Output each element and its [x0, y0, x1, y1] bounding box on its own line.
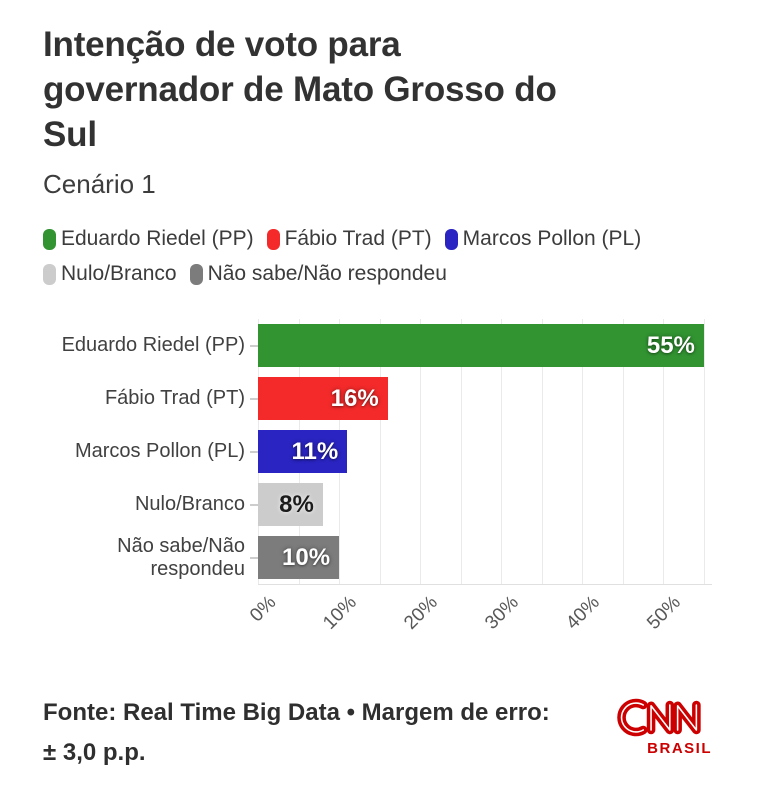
legend-item-label: Não sabe/Não respondeu	[207, 262, 447, 285]
legend-item: Não sabe/Não respondeu	[189, 262, 447, 286]
y-axis-labels: Eduardo Riedel (PP) Fábio Trad (PT) Marcos…	[43, 319, 258, 585]
y-tick-mark	[250, 556, 258, 559]
bar-row: 8%	[258, 478, 712, 531]
cnn-logo-icon	[617, 698, 701, 737]
legend-swatch-icon	[189, 263, 203, 285]
category-label: Não sabe/Não respondeu	[117, 535, 245, 581]
legend-item-label: Fábio Trad (PT)	[284, 227, 432, 250]
legend-item: Marcos Pollon (PL)	[444, 227, 642, 251]
footer: Fonte: Real Time Big Data • Margem de er…	[43, 693, 712, 773]
bar-row: 16%	[258, 372, 712, 425]
category-label-line: Nulo/Branco	[134, 493, 245, 515]
bar-value-label: 55%	[646, 331, 695, 359]
source-note-line: Fonte: Real Time Big Data • Margem de er…	[43, 699, 550, 726]
y-tick-mark	[250, 503, 258, 506]
bar-value-label: 10%	[282, 543, 331, 571]
category-label-line: Marcos Pollon (PL)	[74, 440, 245, 462]
category-label: Eduardo Riedel (PP)	[62, 334, 245, 357]
category-label-cell: Fábio Trad (PT)	[43, 372, 258, 425]
category-label-line: respondeu	[150, 557, 245, 580]
legend-swatch-icon	[444, 228, 458, 250]
gridline	[379, 319, 381, 584]
bar: 16%	[258, 377, 388, 420]
category-label-cell: Eduardo Riedel (PP)	[43, 319, 258, 372]
gridline	[501, 319, 503, 584]
x-tick-label: 40%	[562, 592, 605, 634]
chart-subtitle: Cenário 1	[43, 169, 156, 199]
gridline	[703, 319, 705, 584]
cnn-logo-region-label: BRASIL	[647, 740, 712, 757]
bar: 55%	[258, 324, 704, 367]
legend-item-label: Nulo/Branco	[61, 262, 177, 285]
legend: Eduardo Riedel (PP) Fábio Trad (PT) Marcos…	[43, 227, 712, 286]
source-note: Fonte: Real Time Big Data • Margem de er…	[43, 693, 550, 773]
category-label-cell: Não sabe/Não respondeu	[43, 531, 258, 584]
chart-title: Intenção de voto para governador de Mato…	[43, 22, 712, 157]
chart-card: Intenção de voto para governador de Mato…	[43, 22, 712, 773]
gridline	[541, 319, 543, 584]
x-tick-label: 20%	[400, 592, 442, 634]
cnn-brasil-logo: BRASIL	[612, 693, 712, 757]
legend-item: Fábio Trad (PT)	[266, 227, 432, 251]
bar-value-label: 8%	[279, 490, 314, 518]
category-label-line: Fábio Trad (PT)	[104, 387, 245, 409]
category-label: Fábio Trad (PT)	[105, 387, 245, 410]
category-label-line: Eduardo Riedel (PP)	[61, 334, 245, 356]
gridline	[420, 319, 422, 584]
x-tick-label: 10%	[319, 592, 361, 634]
gridline	[622, 319, 624, 584]
legend-swatch-icon	[266, 228, 280, 250]
x-tick-label: 30%	[481, 592, 524, 634]
gridline	[582, 319, 584, 584]
y-tick-mark	[250, 450, 258, 453]
bar: 11%	[258, 430, 348, 473]
bar-value-label: 16%	[330, 384, 379, 412]
category-label-cell: Nulo/Branco	[43, 478, 258, 531]
category-label-cell: Marcos Pollon (PL)	[43, 425, 258, 478]
x-tick-label: 50%	[643, 592, 686, 634]
legend-item-label: Marcos Pollon (PL)	[462, 227, 642, 250]
source-note-line: ± 3,0 p.p.	[43, 739, 146, 766]
y-tick-mark	[250, 397, 258, 400]
legend-swatch-icon	[43, 228, 56, 250]
legend-item: Nulo/Branco	[43, 262, 177, 286]
gridline	[460, 319, 462, 584]
bar-chart: Eduardo Riedel (PP) Fábio Trad (PT) Marcos…	[43, 319, 712, 585]
bar-row: 10%	[258, 531, 712, 584]
bar-row: 55%	[258, 319, 712, 372]
x-axis: 0% 10% 20% 30% 40% 50%	[43, 585, 712, 651]
category-label: Marcos Pollon (PL)	[75, 440, 245, 463]
chart-title-line: governador de Mato Grosso do	[43, 70, 557, 109]
x-axis-spacer	[43, 585, 258, 651]
legend-swatch-icon	[43, 263, 56, 285]
legend-item: Eduardo Riedel (PP)	[43, 227, 254, 251]
bar-row: 11%	[258, 425, 712, 478]
bar: 8%	[258, 483, 323, 526]
category-label: Nulo/Branco	[135, 493, 245, 516]
bar: 10%	[258, 536, 340, 579]
legend-item-label: Eduardo Riedel (PP)	[61, 227, 254, 250]
chart-title-line: Sul	[43, 115, 97, 154]
chart-title-line: Intenção de voto para	[43, 25, 401, 64]
category-label-line: Não sabe/Não	[117, 534, 245, 557]
x-axis-ticks: 0% 10% 20% 30% 40% 50%	[246, 585, 712, 651]
bar-value-label: 11%	[291, 437, 339, 465]
y-tick-mark	[250, 344, 258, 347]
plot-area: 55% 16% 11% 8% 10%	[258, 319, 712, 585]
gridline	[663, 319, 665, 584]
